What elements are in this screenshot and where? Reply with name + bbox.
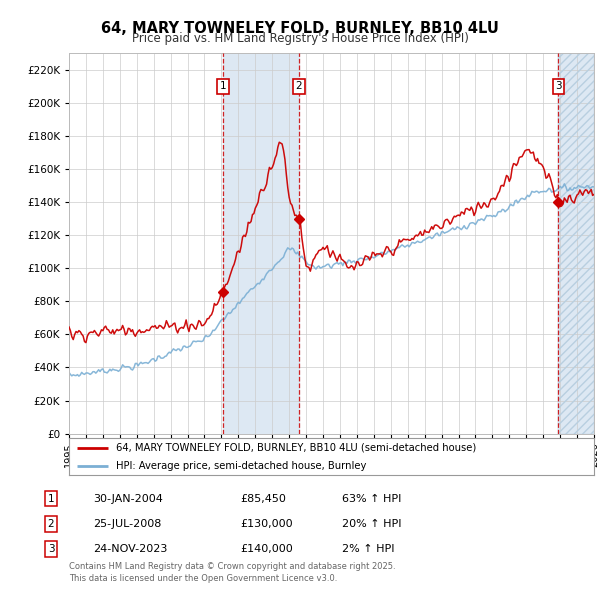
Text: 3: 3 xyxy=(47,545,55,554)
Text: Contains HM Land Registry data © Crown copyright and database right 2025.
This d: Contains HM Land Registry data © Crown c… xyxy=(69,562,395,583)
Text: 30-JAN-2004: 30-JAN-2004 xyxy=(93,494,163,503)
Text: £85,450: £85,450 xyxy=(240,494,286,503)
Text: 24-NOV-2023: 24-NOV-2023 xyxy=(93,545,167,554)
Text: 64, MARY TOWNELEY FOLD, BURNLEY, BB10 4LU (semi-detached house): 64, MARY TOWNELEY FOLD, BURNLEY, BB10 4L… xyxy=(116,442,476,453)
Text: Price paid vs. HM Land Registry's House Price Index (HPI): Price paid vs. HM Land Registry's House … xyxy=(131,32,469,45)
Text: £130,000: £130,000 xyxy=(240,519,293,529)
Bar xyxy=(559,53,594,434)
Text: 64, MARY TOWNELEY FOLD, BURNLEY, BB10 4LU: 64, MARY TOWNELEY FOLD, BURNLEY, BB10 4L… xyxy=(101,21,499,35)
Bar xyxy=(559,53,594,434)
Text: HPI: Average price, semi-detached house, Burnley: HPI: Average price, semi-detached house,… xyxy=(116,461,367,471)
Text: £140,000: £140,000 xyxy=(240,545,293,554)
Bar xyxy=(223,53,299,434)
Text: 1: 1 xyxy=(47,494,55,503)
Text: 2% ↑ HPI: 2% ↑ HPI xyxy=(342,545,395,554)
Text: 3: 3 xyxy=(555,81,562,91)
Text: 20% ↑ HPI: 20% ↑ HPI xyxy=(342,519,401,529)
Text: 25-JUL-2008: 25-JUL-2008 xyxy=(93,519,161,529)
Text: 1: 1 xyxy=(220,81,226,91)
Text: 2: 2 xyxy=(47,519,55,529)
Text: 63% ↑ HPI: 63% ↑ HPI xyxy=(342,494,401,503)
Text: 2: 2 xyxy=(295,81,302,91)
